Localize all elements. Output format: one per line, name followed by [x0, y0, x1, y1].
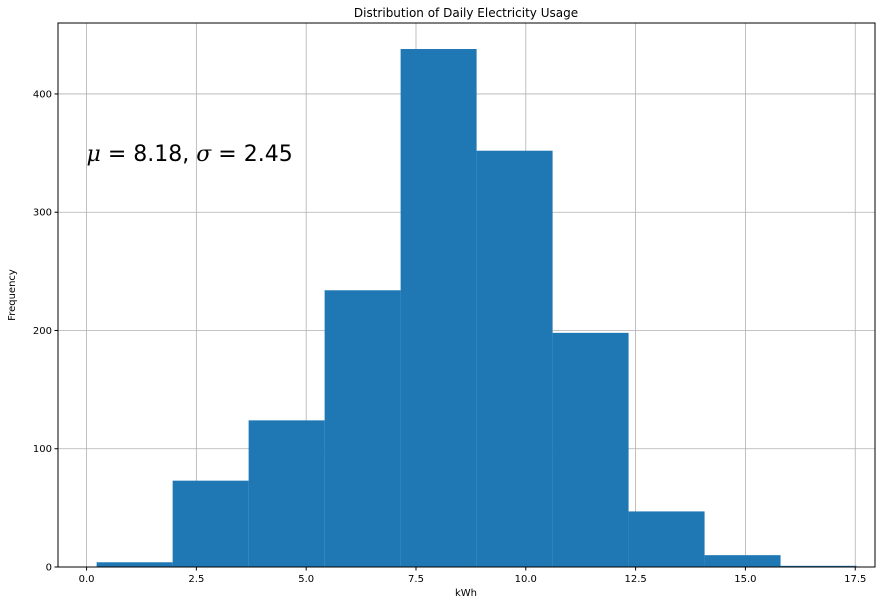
chart-title: Distribution of Daily Electricity Usage [354, 6, 578, 20]
axis-ticks: 0.0 2.5 5.0 7.5 10.0 12.5 15.0 17.5 0 100 200 300 40… [33, 89, 866, 585]
histogram-bar [248, 420, 325, 567]
x-tick-label: 17.5 [844, 574, 866, 585]
y-tick-label: 100 [33, 444, 52, 455]
y-tick-label: 300 [33, 208, 52, 219]
sigma-symbol: σ [196, 142, 212, 167]
histogram-bar [324, 290, 401, 567]
x-tick-label: 10.0 [515, 574, 537, 585]
x-tick-label: 5.0 [298, 574, 314, 585]
histogram-bars [96, 49, 857, 567]
plot-frame [57, 22, 876, 568]
y-tick-label: 400 [33, 89, 52, 100]
histogram-bar [552, 332, 629, 567]
histogram-bar [780, 565, 857, 567]
sigma-value: = 2.45 [211, 142, 292, 167]
histogram-bar [628, 511, 705, 567]
x-tick-label: 12.5 [624, 574, 646, 585]
mu-symbol: μ [87, 142, 101, 167]
mu-value: = 8.18, [101, 142, 196, 167]
x-axis-label: kWh [455, 588, 477, 599]
histogram-bar [96, 562, 173, 567]
x-tick-label: 15.0 [734, 574, 756, 585]
y-axis-label: Frequency [7, 269, 18, 321]
stats-annotation: μ = 8.18, σ = 2.45 [87, 142, 293, 167]
y-tick-label: 0 [46, 563, 52, 574]
histogram-bar [704, 555, 781, 567]
x-tick-label: 7.5 [408, 574, 424, 585]
y-tick-label: 200 [33, 326, 52, 337]
histogram-bar [476, 150, 553, 567]
x-tick-label: 0.0 [79, 574, 95, 585]
x-tick-label: 2.5 [188, 574, 204, 585]
histogram-bar [400, 49, 477, 567]
histogram-bar [172, 480, 249, 567]
